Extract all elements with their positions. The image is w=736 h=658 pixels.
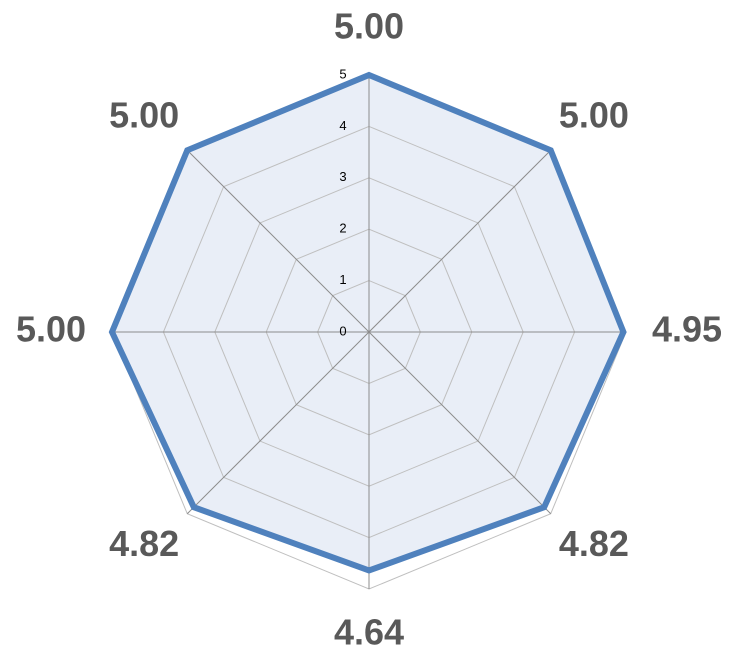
y-tick-label: 4 xyxy=(339,118,346,133)
spoke xyxy=(368,149,552,333)
y-tick-label: 3 xyxy=(339,169,346,184)
y-tick-label: 0 xyxy=(339,323,346,338)
spoke xyxy=(186,149,370,333)
data-label: 4.64 xyxy=(334,612,404,653)
data-label: 5.00 xyxy=(109,94,179,135)
data-label: 5.00 xyxy=(334,6,404,47)
data-label: 4.95 xyxy=(652,309,722,350)
y-tick-label: 1 xyxy=(339,272,346,287)
data-label: 4.82 xyxy=(109,523,179,564)
spoke xyxy=(186,331,370,515)
y-tick-label: 5 xyxy=(339,66,346,81)
data-label: 5.00 xyxy=(559,94,629,135)
data-label: 4.82 xyxy=(559,523,629,564)
series-line xyxy=(108,71,627,574)
area xyxy=(112,75,624,571)
spoke xyxy=(368,331,552,515)
y-tick-label: 2 xyxy=(339,221,346,236)
data-label: 5.00 xyxy=(16,309,86,350)
